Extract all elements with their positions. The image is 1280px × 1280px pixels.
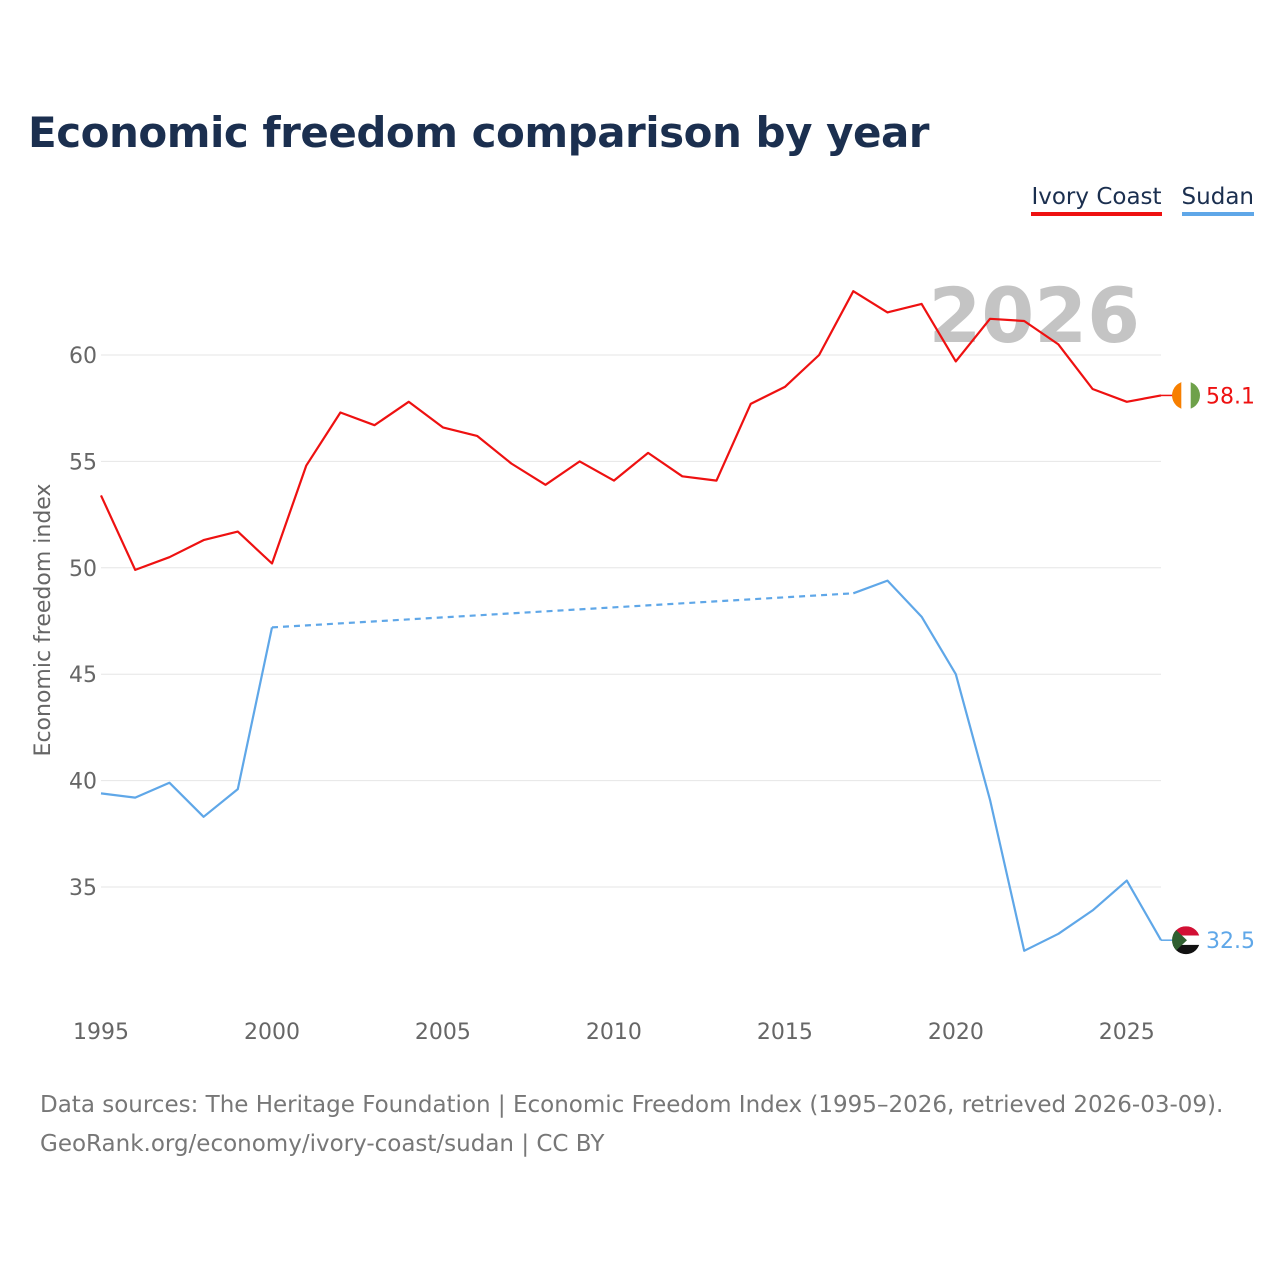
data-source: Data sources: The Heritage Foundation | … — [40, 1086, 1223, 1164]
y-tick-label-60: 60 — [69, 344, 97, 369]
legend-sudan[interactable]: Sudan — [1181, 184, 1254, 216]
x-tick-label-1995: 1995 — [73, 1020, 129, 1045]
y-tick-label-55: 55 — [69, 450, 97, 475]
end-value-label-sudan: 32.5 — [1206, 929, 1255, 954]
series-line-sudan-gap — [271, 592, 854, 629]
x-tick-label-2015: 2015 — [757, 1020, 813, 1045]
end-value-label-ivory-coast: 58.1 — [1206, 384, 1255, 409]
x-tick-label-2000: 2000 — [244, 1020, 300, 1045]
sudan-flag-icon — [1172, 926, 1200, 955]
year-watermark: 2026 — [928, 271, 1140, 360]
x-tick-label-2020: 2020 — [928, 1020, 984, 1045]
y-axis-label: Economic freedom index — [31, 484, 56, 757]
source-line-1: Data sources: The Heritage Foundation | … — [40, 1092, 1224, 1118]
legend-ivory-coast[interactable]: Ivory Coast — [1031, 184, 1162, 216]
ivory-coast-flag-icon — [1172, 381, 1200, 410]
series-line-sudan-b — [852, 579, 1162, 952]
y-tick-label-35: 35 — [69, 876, 97, 901]
y-tick-label-40: 40 — [69, 770, 97, 795]
series-line-sudan-a — [100, 627, 274, 818]
x-tick-label-2005: 2005 — [415, 1020, 471, 1045]
legend: Ivory Coast Sudan — [1031, 184, 1254, 216]
source-line-2[interactable]: GeoRank.org/economy/ivory-coast/sudan | … — [40, 1131, 605, 1157]
x-tick-label-2025: 2025 — [1099, 1020, 1155, 1045]
y-tick-label-45: 45 — [69, 663, 97, 688]
y-tick-label-50: 50 — [69, 557, 97, 582]
chart-title: Economic freedom comparison by year — [28, 108, 930, 157]
series-line-ivory-coast — [100, 290, 1162, 572]
x-tick-label-2010: 2010 — [586, 1020, 642, 1045]
